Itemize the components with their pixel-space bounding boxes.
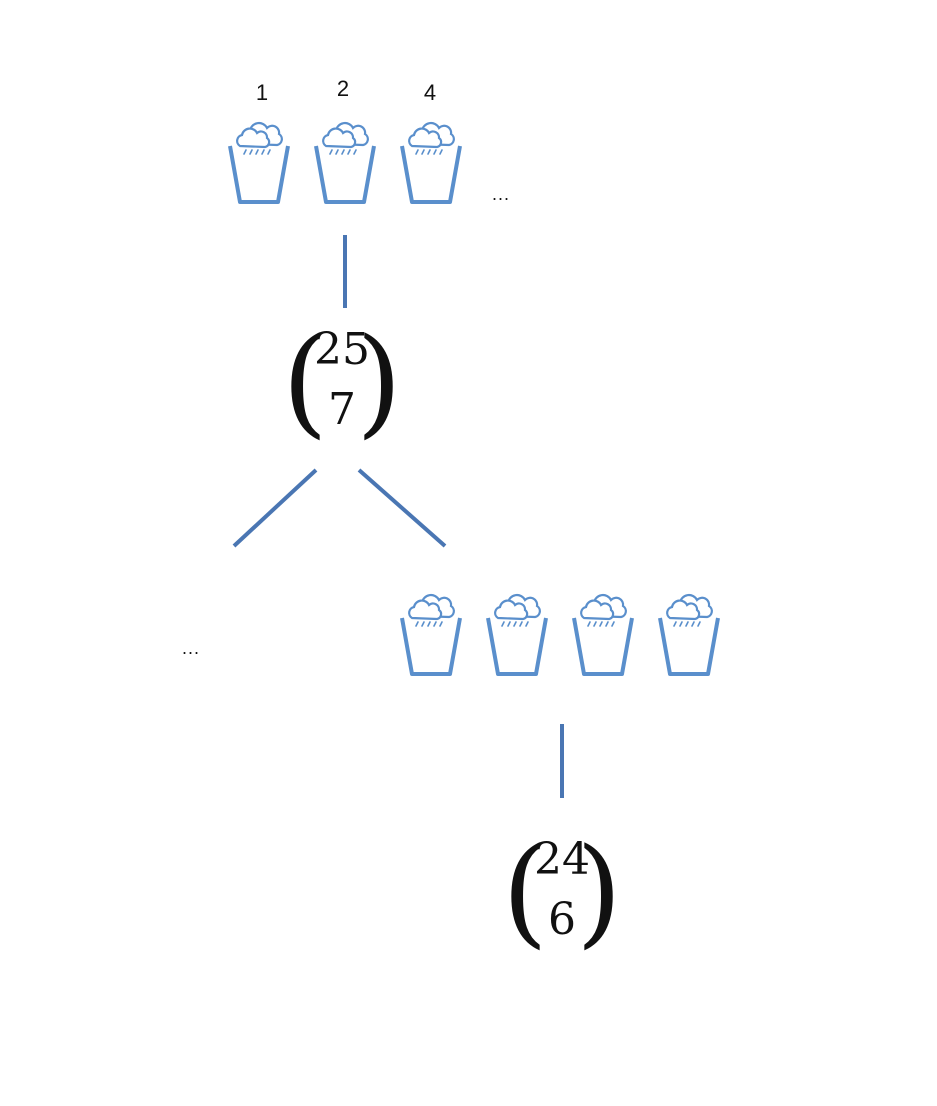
connector-left-branch bbox=[232, 468, 318, 548]
binomial-bottom: ( 24 6 ) bbox=[502, 832, 622, 962]
bucket-label-1: 1 bbox=[255, 80, 269, 105]
rain-bucket-icon bbox=[228, 121, 290, 204]
rain-bucket-icon bbox=[658, 593, 720, 676]
top-row-ellipsis: ... bbox=[492, 184, 511, 204]
rain-bucket-icon bbox=[572, 593, 634, 676]
binomial-n: 25 bbox=[314, 324, 370, 375]
rain-bucket-icon bbox=[400, 593, 462, 676]
rain-bucket-icon bbox=[314, 121, 376, 204]
binomial-n: 24 bbox=[534, 834, 590, 885]
left-paren: ( bbox=[282, 312, 329, 450]
bucket-label-3: 4 bbox=[423, 80, 437, 105]
bucket-label-2: 2 bbox=[336, 76, 350, 101]
connector-right-branch bbox=[357, 468, 447, 548]
right-paren: ) bbox=[575, 822, 622, 960]
rain-bucket-icon bbox=[486, 593, 548, 676]
binomial-top: ( 25 7 ) bbox=[282, 322, 402, 452]
binomial-k: 6 bbox=[548, 894, 576, 945]
binomial-k: 7 bbox=[328, 384, 356, 435]
rain-bucket-icon bbox=[400, 121, 462, 204]
bottom-row-ellipsis: ... bbox=[182, 638, 201, 658]
right-paren: ) bbox=[355, 312, 402, 450]
left-paren: ( bbox=[502, 822, 549, 960]
